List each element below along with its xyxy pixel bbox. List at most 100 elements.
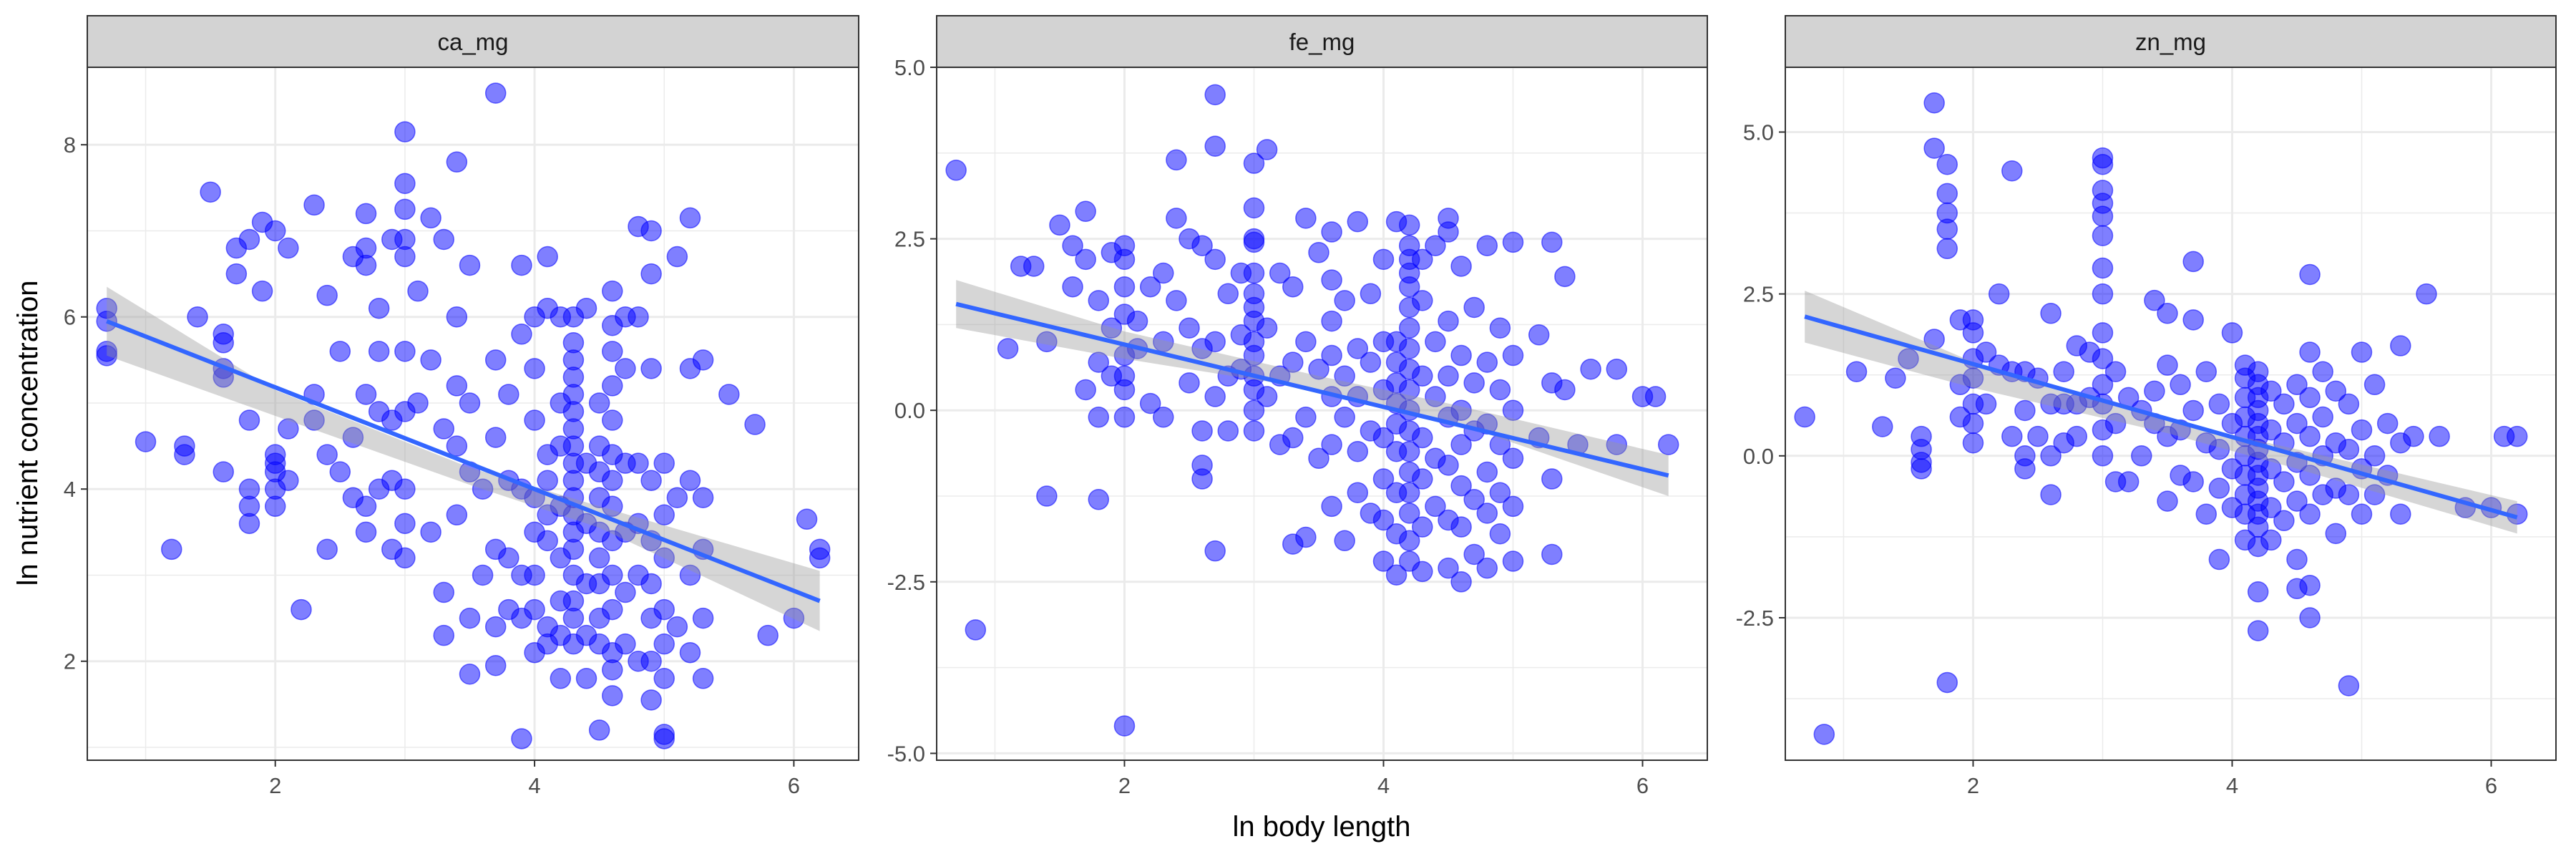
data-point bbox=[1243, 262, 1265, 284]
x-axis-title: ln body length bbox=[1232, 811, 1410, 843]
y-tick-label: 4 bbox=[64, 477, 76, 502]
y-tick-label: 0.0 bbox=[1743, 444, 1774, 469]
data-point bbox=[1256, 386, 1278, 407]
data-point bbox=[2092, 348, 2114, 369]
data-point bbox=[1334, 290, 1355, 311]
data-point bbox=[2117, 471, 2140, 492]
data-point bbox=[1049, 214, 1070, 236]
data-point bbox=[1975, 341, 1997, 363]
data-point bbox=[1606, 434, 1628, 455]
panel-zn-mg: zn_mg 2 4 6 -2.5 0.0 2.5 5.0 bbox=[1736, 15, 2557, 798]
data-point bbox=[1204, 331, 1226, 353]
data-point bbox=[1321, 434, 1342, 455]
data-point bbox=[1450, 256, 1472, 277]
data-point bbox=[1450, 475, 1472, 497]
data-point bbox=[1398, 482, 1420, 503]
data-point bbox=[1191, 468, 1213, 490]
data-point bbox=[1528, 324, 1550, 346]
data-point bbox=[1476, 461, 1498, 483]
data-point bbox=[2429, 425, 2450, 447]
data-point bbox=[1088, 489, 1110, 510]
data-point bbox=[783, 607, 805, 629]
data-point bbox=[602, 495, 623, 518]
data-point bbox=[238, 228, 260, 251]
data-point bbox=[96, 345, 117, 367]
data-point bbox=[1923, 137, 1945, 159]
data-point bbox=[1166, 149, 1187, 171]
data-point bbox=[2157, 354, 2178, 376]
panel-marks bbox=[1794, 92, 2528, 745]
panel-marks bbox=[945, 84, 1679, 737]
data-point bbox=[303, 194, 325, 216]
data-point bbox=[1936, 238, 1958, 260]
data-point bbox=[1541, 231, 1563, 253]
data-point bbox=[472, 478, 494, 500]
data-point bbox=[679, 641, 701, 664]
confidence-band bbox=[107, 286, 820, 631]
data-point bbox=[2170, 374, 2191, 396]
data-point bbox=[342, 427, 364, 448]
data-point bbox=[2092, 257, 2114, 279]
data-point bbox=[264, 220, 286, 242]
data-point bbox=[2338, 439, 2360, 460]
data-point bbox=[945, 160, 967, 181]
data-point bbox=[2506, 425, 2528, 447]
data-point bbox=[1243, 420, 1265, 442]
data-point bbox=[2208, 393, 2230, 415]
data-point bbox=[2260, 458, 2282, 480]
data-point bbox=[1308, 447, 1330, 470]
data-point bbox=[433, 581, 454, 603]
data-point bbox=[407, 280, 429, 302]
data-point bbox=[2299, 425, 2321, 447]
data-point bbox=[2299, 387, 2321, 409]
regression-line bbox=[106, 319, 821, 603]
data-point bbox=[1036, 331, 1058, 353]
facet-strip bbox=[87, 15, 859, 68]
data-point bbox=[653, 504, 675, 526]
data-point bbox=[1347, 210, 1369, 233]
data-point bbox=[1191, 235, 1213, 256]
y-tick-label: 5.0 bbox=[1743, 120, 1774, 145]
data-point bbox=[1372, 550, 1395, 572]
data-point bbox=[2286, 548, 2308, 571]
data-point bbox=[135, 431, 157, 452]
data-point bbox=[653, 598, 675, 621]
y-axis-title: ln nutrient concentration bbox=[12, 281, 44, 586]
x-tick-label: 4 bbox=[1377, 773, 1390, 798]
data-point bbox=[1334, 407, 1355, 428]
data-point bbox=[1580, 358, 1601, 380]
data-point bbox=[459, 254, 481, 276]
data-point bbox=[394, 478, 416, 500]
y-tick-label: -2.5 bbox=[1736, 606, 1774, 631]
data-point bbox=[1321, 310, 1342, 332]
data-point bbox=[355, 203, 377, 225]
data-point bbox=[2260, 419, 2282, 441]
data-point bbox=[1372, 248, 1395, 271]
data-point bbox=[2144, 289, 2165, 311]
data-point bbox=[1295, 407, 1317, 428]
data-point bbox=[524, 409, 545, 431]
data-point bbox=[2040, 303, 2062, 324]
data-point bbox=[692, 349, 714, 371]
data-point bbox=[1463, 489, 1485, 510]
data-point bbox=[1476, 503, 1498, 524]
data-point bbox=[2260, 497, 2282, 518]
data-point bbox=[1450, 399, 1472, 421]
facet-strip-label: zn_mg bbox=[2135, 29, 2206, 55]
data-point bbox=[1476, 557, 1498, 579]
data-point bbox=[2040, 445, 2062, 467]
data-point bbox=[1962, 432, 1984, 454]
data-point bbox=[2351, 503, 2373, 525]
data-point bbox=[1398, 214, 1420, 236]
data-point bbox=[355, 521, 377, 543]
data-point bbox=[187, 306, 208, 328]
data-point bbox=[602, 470, 623, 491]
data-point bbox=[511, 324, 532, 345]
data-point bbox=[1062, 235, 1083, 256]
data-point bbox=[1139, 276, 1161, 298]
data-point bbox=[2363, 374, 2386, 396]
data-point bbox=[316, 444, 338, 465]
data-point bbox=[2299, 574, 2321, 596]
data-point bbox=[2247, 620, 2269, 641]
y-tick-label: 2 bbox=[64, 649, 76, 674]
